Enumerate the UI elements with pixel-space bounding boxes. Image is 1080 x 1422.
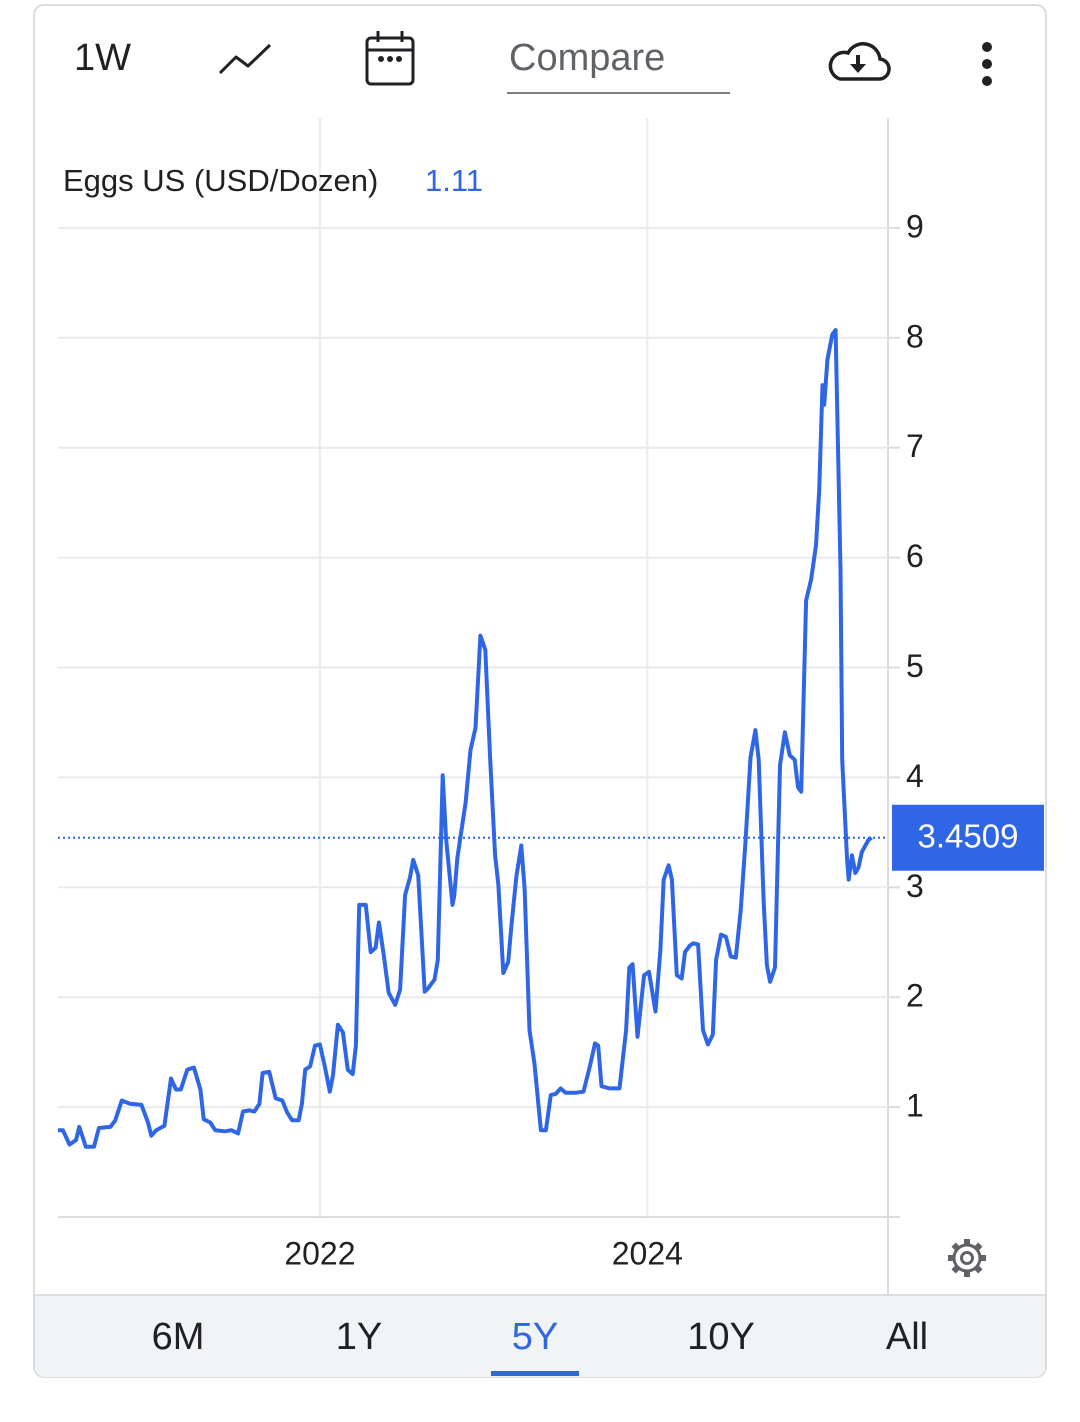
range-button[interactable]: 6M (152, 1316, 205, 1358)
y-tick-label: 5 (906, 648, 924, 684)
y-tick-label: 4 (906, 758, 924, 794)
range-button[interactable]: 5Y (512, 1316, 558, 1358)
more-menu[interactable] (982, 42, 992, 86)
range-active-indicator (491, 1371, 579, 1376)
x-tick-label: 2022 (284, 1235, 355, 1271)
range-bar (35, 1295, 1045, 1377)
plot: 1 2 3 4 5 6 7 8 9 2022 2024 3.4509 (58, 118, 1044, 1295)
calendar-icon[interactable] (365, 31, 415, 86)
range-button[interactable]: 1Y (336, 1316, 382, 1358)
download-icon[interactable] (828, 42, 891, 81)
settings-icon[interactable] (948, 1239, 986, 1277)
range-button[interactable]: All (886, 1316, 928, 1358)
price-line (58, 328, 873, 1149)
y-tick-label: 2 (906, 978, 924, 1014)
legend-change: 1.11 (425, 163, 483, 198)
last-price-tag (892, 804, 1044, 871)
last-price-label: 3.4509 (918, 817, 1019, 854)
range-button[interactable]: 10Y (687, 1316, 755, 1358)
compare-input[interactable]: Compare (509, 37, 665, 79)
legend-name: Eggs US (USD/Dozen) (63, 163, 378, 198)
card (33, 4, 1047, 1378)
y-tick-label: 3 (906, 868, 924, 904)
x-tick-label: 2024 (612, 1235, 683, 1271)
range-buttons: 6M 1Y 5Y 10Y All (152, 1316, 928, 1376)
y-tick-label: 1 (906, 1088, 924, 1124)
y-tick-label: 8 (906, 318, 924, 354)
y-tick-label: 9 (906, 208, 924, 244)
y-tick-label: 7 (906, 428, 924, 464)
interval-button[interactable]: 1W (74, 37, 131, 79)
chart-type-icon[interactable] (218, 43, 272, 75)
y-tick-label: 6 (906, 538, 924, 574)
